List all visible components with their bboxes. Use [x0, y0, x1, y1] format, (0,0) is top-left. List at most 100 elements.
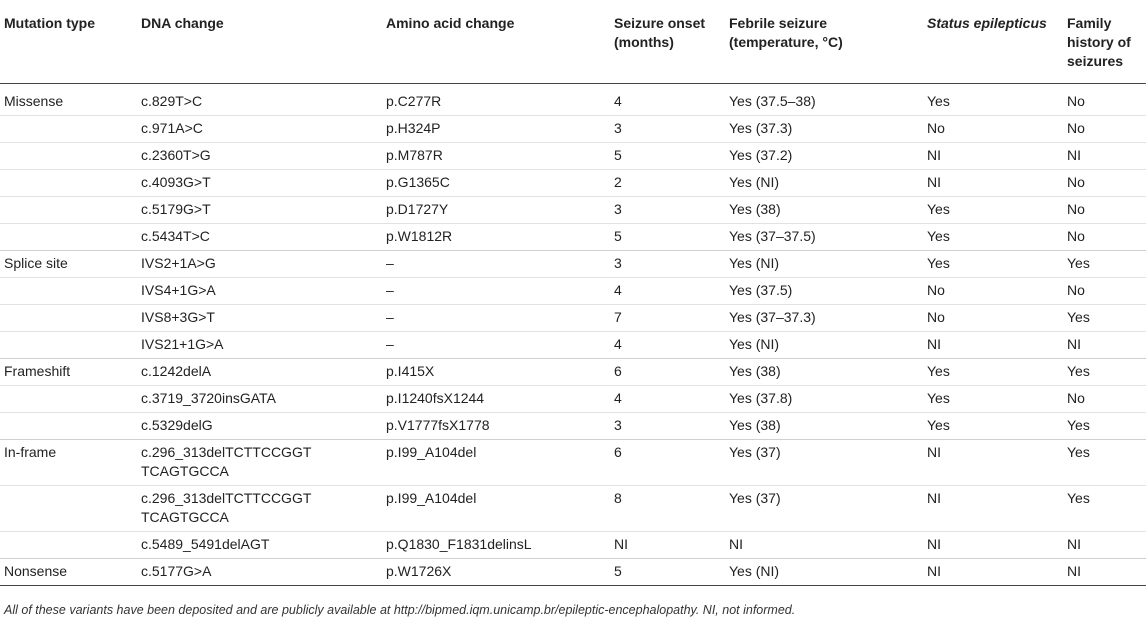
- dna-change-cell: c.971A>C: [141, 120, 203, 136]
- mutation-type-cell: Missense: [4, 93, 64, 109]
- febrile-seizure-cell: Yes (38): [729, 363, 781, 379]
- seizure-onset-cell: 3: [614, 417, 622, 433]
- amino-acid-change-cell: p.W1726X: [386, 563, 452, 579]
- mutation-type-cell: [0, 413, 135, 440]
- febrile-seizure-cell: Yes (38): [729, 201, 781, 217]
- dna-change-cell: IVS8+3G>T: [141, 309, 215, 325]
- febrile-seizure-cell: Yes (37.3): [729, 120, 793, 136]
- febrile-seizure-cell: Yes (37): [729, 490, 781, 506]
- mutation-type-cell: Frameshift: [4, 363, 71, 379]
- seizure-onset-cell: 5: [614, 228, 622, 244]
- family-history-cell: No: [1067, 282, 1085, 298]
- mutation-type-cell: [0, 386, 135, 413]
- family-history-cell: Yes: [1067, 490, 1090, 506]
- mutation-type-cell: [0, 532, 135, 559]
- header-amino-acid-change: Amino acid change: [386, 15, 515, 31]
- dna-change-cell: c.5434T>C: [141, 228, 210, 244]
- dna-change-cell: IVS21+1G>A: [141, 336, 224, 352]
- febrile-seizure-cell: Yes (37): [729, 444, 781, 460]
- status-epilepticus-cell: Yes: [927, 417, 950, 433]
- amino-acid-change-cell: p.C277R: [386, 93, 442, 109]
- amino-acid-change-cell: p.M787R: [386, 147, 443, 163]
- header-status-epilepticus: Status epilepticus: [921, 4, 1061, 84]
- febrile-seizure-cell: Yes (37.2): [729, 147, 793, 163]
- table-footnote: All of these variants have been deposite…: [4, 603, 796, 617]
- table-header: Mutation type DNA change Amino acid chan…: [0, 4, 1146, 84]
- mutation-type-cell: [0, 486, 135, 532]
- table-row: Splice site IVS2+1A>G – 3 Yes (NI) Yes Yes: [0, 251, 1146, 278]
- mutation-type-cell: [0, 116, 135, 143]
- amino-acid-change-cell: p.V1777fsX1778: [386, 417, 490, 433]
- amino-acid-change-cell: –: [386, 255, 394, 271]
- febrile-seizure-cell: Yes (37–37.3): [729, 309, 816, 325]
- amino-acid-change-cell: p.I1240fsX1244: [386, 390, 485, 406]
- table-row: c.5489_5491delAGT p.Q1830_F1831delinsL NI N…: [0, 532, 1146, 559]
- mutation-type-cell: In-frame: [4, 444, 57, 460]
- table-row: c.2360T>G p.M787R 5 Yes (37.2) NI NI: [0, 143, 1146, 170]
- seizure-onset-cell: NI: [614, 536, 628, 552]
- amino-acid-change-cell: p.D1727Y: [386, 201, 449, 217]
- febrile-seizure-cell: Yes (37–37.5): [729, 228, 816, 244]
- family-history-cell: NI: [1067, 563, 1081, 579]
- family-history-cell: No: [1067, 120, 1085, 136]
- seizure-onset-cell: 4: [614, 282, 622, 298]
- febrile-seizure-cell: Yes (NI): [729, 336, 780, 352]
- mutation-type-cell: [0, 224, 135, 251]
- seizure-onset-cell: 8: [614, 490, 622, 506]
- family-history-cell: Yes: [1067, 363, 1090, 379]
- amino-acid-change-cell: –: [386, 282, 394, 298]
- dna-change-cell: IVS2+1A>G: [141, 255, 216, 271]
- amino-acid-change-cell: p.I99_A104del: [386, 444, 477, 460]
- table-body: Missense c.829T>C p.C277R 4 Yes (37.5–38) Yes…: [0, 84, 1146, 586]
- mutation-type-cell: [0, 278, 135, 305]
- amino-acid-change-cell: –: [386, 309, 394, 325]
- mutation-type-cell: [0, 143, 135, 170]
- status-epilepticus-cell: NI: [927, 147, 941, 163]
- amino-acid-change-cell: p.Q1830_F1831delinsL: [386, 536, 532, 552]
- family-history-cell: No: [1067, 93, 1085, 109]
- dna-change-cell: c.5179G>T: [141, 201, 211, 217]
- dna-change-cell: c.5329delG: [141, 417, 213, 433]
- mutation-type-cell: Nonsense: [4, 563, 68, 579]
- seizure-onset-cell: 4: [614, 390, 622, 406]
- seizure-onset-cell: 6: [614, 444, 622, 460]
- mutation-type-cell: [0, 305, 135, 332]
- table-row: Nonsense c.5177G>A p.W1726X 5 Yes (NI) NI NI: [0, 559, 1146, 586]
- status-epilepticus-cell: NI: [927, 444, 941, 460]
- header-mutation-type: Mutation type: [4, 15, 95, 31]
- status-epilepticus-cell: Yes: [927, 363, 950, 379]
- table-row: c.4093G>T p.G1365C 2 Yes (NI) NI No: [0, 170, 1146, 197]
- amino-acid-change-cell: p.W1812R: [386, 228, 453, 244]
- seizure-onset-cell: 5: [614, 147, 622, 163]
- variants-table: Mutation type DNA change Amino acid chan…: [0, 4, 1146, 586]
- table-row: IVS4+1G>A – 4 Yes (37.5) No No: [0, 278, 1146, 305]
- family-history-cell: No: [1067, 390, 1085, 406]
- mutation-type-cell: [0, 197, 135, 224]
- dna-change-cell: c.3719_3720insGATA: [141, 390, 276, 406]
- table-row: IVS21+1G>A – 4 Yes (NI) NI NI: [0, 332, 1146, 359]
- seizure-onset-cell: 5: [614, 563, 622, 579]
- family-history-cell: Yes: [1067, 417, 1090, 433]
- table-row: c.5434T>C p.W1812R 5 Yes (37–37.5) Yes No: [0, 224, 1146, 251]
- table-row: c.5329delG p.V1777fsX1778 3 Yes (38) Yes Yes: [0, 413, 1146, 440]
- febrile-seizure-cell: NI: [729, 536, 743, 552]
- dna-change-cell: c.296_313delTCTTCCGGT TCAGTGCCA: [141, 490, 312, 525]
- status-epilepticus-cell: No: [927, 309, 945, 325]
- table-row: c.5179G>T p.D1727Y 3 Yes (38) Yes No: [0, 197, 1146, 224]
- febrile-seizure-cell: Yes (NI): [729, 255, 780, 271]
- header-dna-change: DNA change: [141, 15, 224, 31]
- table-row: c.971A>C p.H324P 3 Yes (37.3) No No: [0, 116, 1146, 143]
- dna-change-cell: c.5489_5491delAGT: [141, 536, 270, 552]
- dna-change-cell: c.829T>C: [141, 93, 203, 109]
- status-epilepticus-cell: Yes: [927, 93, 950, 109]
- family-history-cell: Yes: [1067, 444, 1090, 460]
- mutation-type-cell: [0, 332, 135, 359]
- family-history-cell: Yes: [1067, 309, 1090, 325]
- seizure-onset-cell: 6: [614, 363, 622, 379]
- status-epilepticus-cell: NI: [927, 174, 941, 190]
- seizure-onset-cell: 2: [614, 174, 622, 190]
- febrile-seizure-cell: Yes (NI): [729, 563, 780, 579]
- status-epilepticus-cell: NI: [927, 490, 941, 506]
- status-epilepticus-cell: NI: [927, 563, 941, 579]
- dna-change-cell: IVS4+1G>A: [141, 282, 216, 298]
